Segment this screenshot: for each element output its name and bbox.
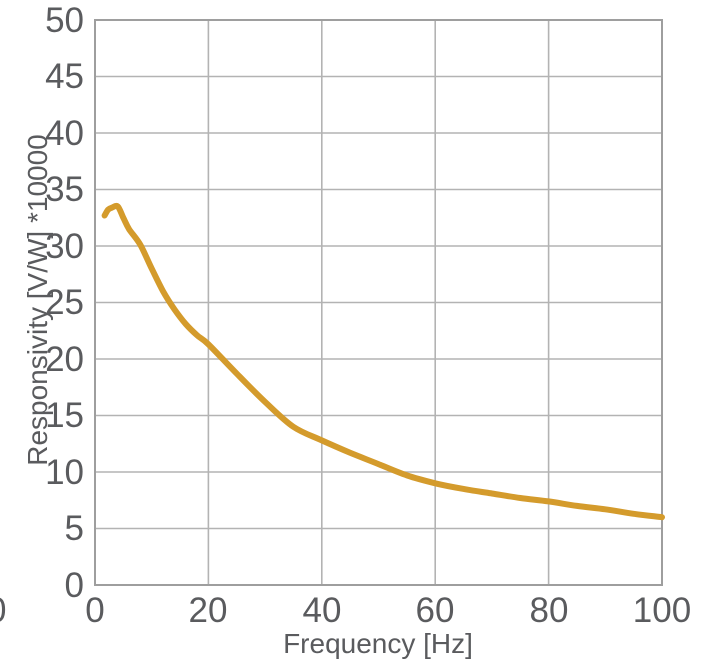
x-tick-label: 20 [188, 591, 228, 630]
y-tick-label: 10 [45, 453, 84, 492]
y-tick-label: 15 [45, 396, 84, 435]
y-tick-label: 50 [45, 1, 84, 40]
x-tick-label: 80 [529, 591, 569, 630]
y-tick-label: 30 [45, 227, 84, 266]
x-axis-title: Frequency [Hz] [283, 628, 473, 659]
y-tick-label: 0 [64, 566, 84, 605]
x-tick-label: 100 [632, 591, 692, 630]
y-tick-label: 40 [45, 114, 84, 153]
grid-lines [94, 19, 663, 586]
y-tick-label: 5 [64, 509, 84, 548]
clipped-tick-label: 0 [0, 593, 6, 628]
y-tick-label: 35 [45, 170, 84, 209]
x-tick-label: 40 [302, 591, 342, 630]
x-tick-label: 0 [85, 591, 105, 630]
x-tick-label: 60 [415, 591, 455, 630]
plot-border [94, 19, 663, 586]
data-curve [101, 202, 665, 521]
y-tick-label: 20 [45, 340, 84, 379]
y-tick-label: 45 [45, 57, 84, 96]
y-tick-label: 25 [45, 283, 84, 322]
